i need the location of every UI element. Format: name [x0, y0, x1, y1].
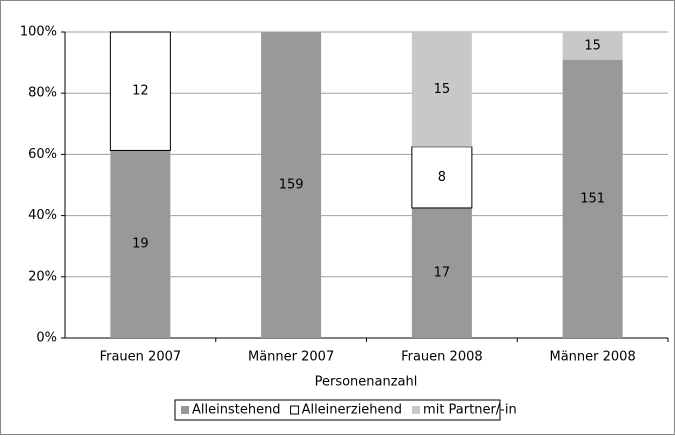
legend-swatch	[290, 405, 300, 415]
y-tick-label: 40%	[28, 208, 57, 223]
x-axis-title: Personenanzahl	[315, 375, 418, 390]
x-tick-label: Frauen 2007	[100, 350, 182, 365]
bar-segment	[411, 146, 473, 209]
x-tick-label: Männer 2008	[550, 350, 636, 365]
bar-segment	[109, 31, 171, 151]
data-label: 8	[438, 170, 446, 185]
data-label: 12	[132, 84, 149, 99]
bar-segment	[110, 150, 171, 338]
data-label: 151	[580, 191, 605, 206]
bar-segment	[562, 32, 623, 60]
data-label: 15	[584, 38, 601, 53]
legend-swatch	[181, 406, 189, 414]
y-tick-label: 20%	[28, 269, 57, 284]
data-label: 17	[434, 265, 451, 280]
legend-label: mit Partner/-in	[423, 403, 517, 418]
x-tick-label: Männer 2007	[248, 350, 334, 365]
legend-label: Alleinstehend	[192, 403, 281, 418]
legend-swatch	[412, 406, 421, 414]
x-tick-label: Frauen 2008	[401, 350, 483, 365]
legend-box	[174, 399, 501, 421]
y-tick-label: 80%	[28, 86, 57, 101]
y-tick-label: 100%	[20, 25, 57, 40]
bar-segment	[411, 207, 472, 338]
legend-label: Alleinerziehend	[302, 403, 402, 418]
data-label: 159	[279, 178, 304, 193]
y-tick-label: 0%	[36, 331, 57, 346]
bar-segment	[562, 59, 623, 338]
data-label: 15	[434, 82, 451, 97]
data-label: 19	[132, 237, 149, 252]
bar-segment	[261, 32, 322, 338]
y-tick-label: 60%	[28, 147, 57, 162]
bar-segment	[411, 32, 472, 147]
